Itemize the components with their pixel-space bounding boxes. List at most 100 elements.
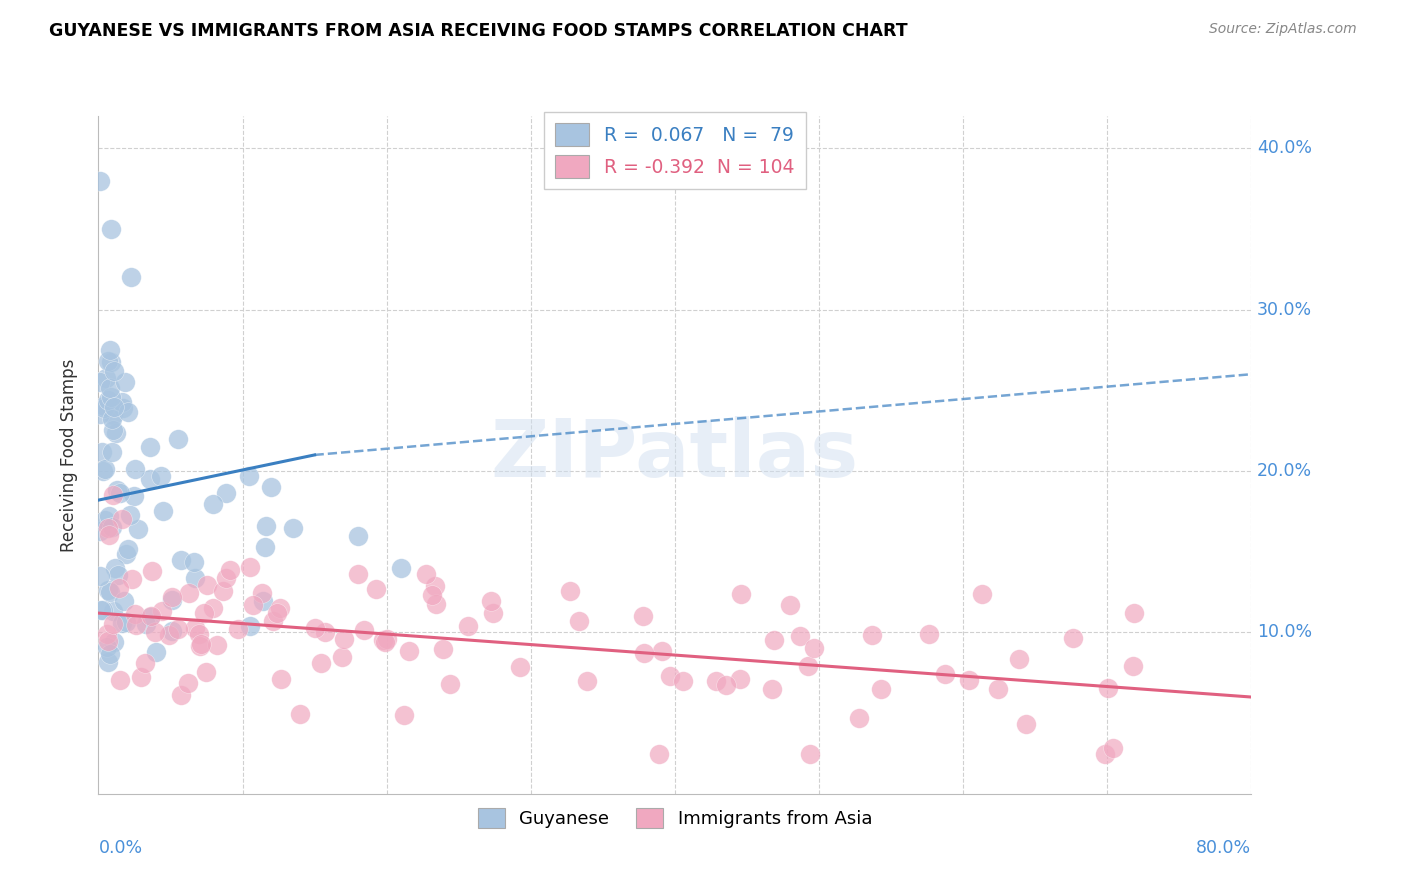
Point: [89, 603, 111, 617]
Text: Source: ZipAtlas.com: Source: ZipAtlas.com: [1209, 22, 1357, 37]
Point: [94, 371, 117, 385]
Point: [193, 606, 215, 620]
Point: [260, 480, 283, 494]
Point: [201, 600, 224, 615]
Point: [226, 622, 249, 636]
Point: [1062, 631, 1084, 645]
Point: [254, 519, 277, 533]
Point: [97, 520, 120, 534]
Point: [392, 708, 415, 723]
Point: [97, 528, 120, 542]
Point: [195, 578, 218, 592]
Point: [93, 464, 115, 478]
Point: [672, 674, 695, 689]
Point: [117, 542, 139, 557]
Point: [89, 524, 111, 538]
Point: [101, 519, 124, 533]
Point: [98, 343, 121, 357]
Point: [170, 553, 193, 567]
Point: [141, 564, 163, 578]
Point: [111, 395, 134, 409]
Point: [371, 632, 394, 647]
Point: [188, 640, 211, 654]
Point: [238, 618, 260, 632]
Point: [333, 632, 356, 647]
Point: [93, 401, 115, 415]
Point: [918, 626, 941, 640]
Point: [716, 678, 738, 692]
Point: [96, 640, 118, 654]
Point: [103, 364, 125, 378]
Point: [90, 445, 112, 459]
Point: [1122, 659, 1144, 673]
Point: [987, 681, 1010, 696]
Point: [145, 645, 167, 659]
Point: [139, 610, 162, 624]
Point: [150, 604, 173, 618]
Point: [101, 423, 124, 437]
Point: [98, 381, 121, 395]
Text: 0.0%: 0.0%: [98, 839, 142, 857]
Point: [122, 489, 145, 503]
Point: [432, 641, 454, 656]
Point: [633, 647, 655, 661]
Point: [779, 599, 801, 613]
Point: [728, 672, 751, 686]
Point: [281, 520, 304, 534]
Point: [215, 571, 238, 585]
Point: [101, 488, 124, 502]
Point: [509, 659, 531, 673]
Point: [159, 627, 181, 641]
Point: [957, 673, 980, 688]
Point: [121, 572, 143, 586]
Point: [184, 571, 207, 585]
Point: [150, 469, 173, 483]
Point: [934, 667, 956, 681]
Point: [112, 594, 135, 608]
Point: [290, 706, 312, 721]
Y-axis label: Receiving Food Stamps: Receiving Food Stamps: [59, 359, 77, 551]
Point: [353, 623, 375, 637]
Text: 10.0%: 10.0%: [1257, 624, 1312, 641]
Point: [651, 644, 673, 658]
Text: 20.0%: 20.0%: [1257, 462, 1312, 480]
Point: [89, 375, 111, 389]
Point: [364, 582, 387, 597]
Point: [269, 601, 291, 615]
Point: [270, 673, 292, 687]
Point: [167, 622, 190, 636]
Point: [97, 392, 120, 407]
Point: [205, 638, 228, 652]
Point: [389, 561, 412, 575]
Point: [304, 621, 326, 635]
Point: [789, 629, 811, 643]
Point: [238, 469, 260, 483]
Point: [266, 607, 288, 621]
Point: [98, 585, 121, 599]
Point: [761, 682, 783, 697]
Point: [659, 669, 682, 683]
Point: [91, 603, 114, 617]
Point: [799, 747, 821, 761]
Text: ZIPatlas: ZIPatlas: [491, 416, 859, 494]
Point: [420, 588, 443, 602]
Point: [803, 641, 825, 656]
Point: [1015, 716, 1038, 731]
Point: [124, 607, 146, 621]
Point: [101, 412, 124, 426]
Point: [457, 619, 479, 633]
Point: [97, 509, 120, 524]
Point: [201, 497, 224, 511]
Point: [139, 608, 162, 623]
Point: [104, 561, 127, 575]
Point: [239, 559, 262, 574]
Point: [166, 432, 188, 446]
Point: [482, 606, 505, 620]
Point: [762, 632, 785, 647]
Point: [415, 567, 437, 582]
Point: [568, 614, 591, 628]
Point: [347, 528, 370, 542]
Point: [160, 593, 183, 607]
Point: [134, 657, 156, 671]
Point: [111, 512, 134, 526]
